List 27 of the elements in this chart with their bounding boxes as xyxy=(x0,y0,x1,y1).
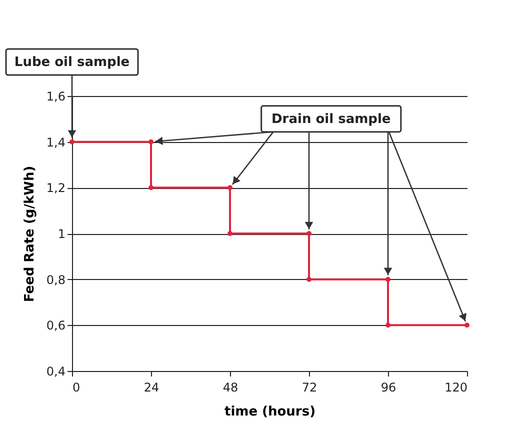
y-tick-label: 1 xyxy=(58,227,66,241)
point xyxy=(70,139,74,144)
x-tick-label: 24 xyxy=(144,380,160,394)
point xyxy=(148,139,154,144)
x-tick-label: 120 xyxy=(444,380,468,394)
point xyxy=(148,185,154,190)
point xyxy=(228,231,232,236)
point xyxy=(386,276,390,282)
point xyxy=(306,276,312,282)
y-tick-label: 1,2 xyxy=(46,181,66,196)
x-axis-title: time (hours) xyxy=(224,404,316,420)
x-tick-label: 96 xyxy=(380,380,396,394)
annotation: Drain oil sample xyxy=(272,112,391,127)
annotation: Lube oil sample xyxy=(14,55,130,70)
y-tick-label: 1,4 xyxy=(46,135,66,150)
point xyxy=(386,322,390,328)
y-tick-label: 0,4 xyxy=(46,364,66,378)
point xyxy=(306,231,312,236)
x-tick-label: 48 xyxy=(222,380,238,394)
point xyxy=(464,322,470,328)
y-tick-label: 1,6 xyxy=(46,90,66,104)
x-tick-label: 0 xyxy=(72,380,80,394)
y-tick-label: 0,6 xyxy=(46,318,66,333)
y-tick-label: 0,8 xyxy=(46,272,66,287)
point xyxy=(228,185,232,190)
y-axis-title: Feed Rate (g/kWh) xyxy=(22,166,38,302)
x-tick-label: 72 xyxy=(302,380,318,394)
